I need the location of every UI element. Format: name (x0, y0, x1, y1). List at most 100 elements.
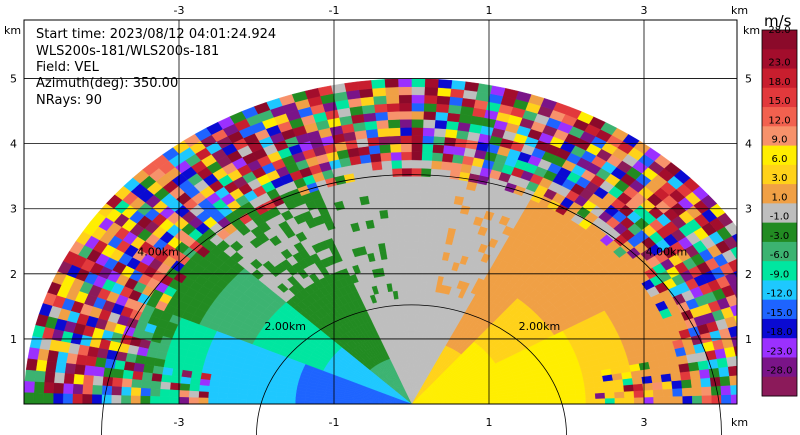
velocity-cell (575, 393, 587, 400)
velocity-cell (731, 232, 737, 244)
velocity-cell (376, 193, 387, 203)
velocity-cell (662, 388, 674, 397)
velocity-cell (404, 232, 412, 242)
velocity-cell (275, 391, 287, 397)
velocity-cell (424, 86, 439, 96)
x-tick-label-bottom: 1 (486, 416, 493, 429)
velocity-cell (442, 144, 455, 155)
velocity-cell (411, 346, 415, 356)
velocity-cell (623, 390, 635, 399)
velocity-cell (401, 159, 412, 169)
x-axis-bottom: -3 -1 1 3 (174, 416, 648, 429)
velocity-cell (387, 119, 401, 129)
velocity-cell (749, 373, 760, 384)
colorbar-tick-label: 6.0 (772, 154, 788, 165)
velocity-cell (624, 397, 635, 404)
y-tick-label-left: 3 (10, 203, 17, 216)
velocity-cell (33, 392, 44, 404)
velocity-cell (375, 119, 389, 130)
velocity-cell (142, 364, 155, 374)
velocity-cell (256, 394, 267, 400)
velocity-cell (546, 399, 558, 404)
velocity-cell (733, 270, 737, 279)
velocity-cell (745, 251, 760, 265)
x-unit-top: km (731, 4, 748, 17)
velocity-cell (729, 304, 737, 317)
velocity-cell (603, 385, 615, 393)
y-tick-label-left: 4 (10, 138, 17, 151)
colorbar-tick-label: -1.0 (770, 212, 790, 223)
velocity-cell (411, 119, 424, 128)
velocity-cell (120, 386, 132, 397)
velocity-cell (434, 111, 449, 122)
velocity-cell (246, 398, 257, 404)
velocity-cell (149, 396, 161, 404)
velocity-cell (33, 381, 45, 394)
velocity-cell (436, 87, 452, 97)
velocity-cell (386, 102, 400, 113)
colorbar-tick-label: 3.0 (772, 173, 788, 184)
velocity-cell (692, 395, 703, 404)
velocity-cell (400, 151, 412, 161)
velocity-cell (613, 385, 625, 393)
velocity-cell (411, 175, 422, 185)
velocity-cell (595, 398, 606, 404)
velocity-cell (447, 178, 459, 188)
velocity-cell (426, 217, 436, 227)
velocity-cell (365, 128, 379, 139)
velocity-cell (454, 187, 467, 198)
velocity-cell (397, 78, 412, 88)
velocity-cell (35, 359, 48, 372)
velocity-cell (369, 152, 382, 163)
velocity-cell (411, 322, 416, 331)
velocity-cell (362, 112, 377, 123)
x-unit-bottom: km (731, 416, 748, 429)
velocity-cell (745, 353, 757, 364)
velocity-cell (368, 144, 381, 155)
velocity-cell (400, 143, 412, 153)
velocity-cell (416, 273, 423, 283)
velocity-cell (436, 95, 451, 105)
velocity-cell (384, 86, 399, 96)
info-azimuth: Azimuth(deg): 350.00 (36, 76, 178, 91)
velocity-cell (359, 154, 372, 164)
velocity-cell (188, 397, 199, 404)
velocity-cell (384, 78, 399, 88)
velocity-cell (149, 388, 161, 397)
velocity-cell (385, 94, 400, 104)
velocity-cell (24, 369, 37, 383)
velocity-cell (730, 335, 737, 347)
x-tick-label-top: 3 (641, 4, 648, 17)
info-field: Field: VEL (36, 60, 100, 75)
velocity-cell (73, 373, 85, 385)
velocity-cell (422, 119, 436, 129)
velocity-cell (151, 373, 163, 383)
velocity-cell (388, 225, 398, 235)
velocity-cell (405, 265, 412, 275)
velocity-cell (443, 136, 457, 147)
velocity-cell (411, 363, 414, 372)
velocity-cell (62, 393, 73, 404)
velocity-cell (404, 241, 412, 250)
y-axis-right: 1 2 3 4 5 (745, 73, 752, 346)
velocity-cell (399, 257, 407, 267)
velocity-cell (423, 94, 438, 104)
velocity-cell (419, 208, 428, 218)
velocity-cell (415, 281, 422, 291)
velocity-cell (421, 159, 433, 169)
velocity-cell (121, 378, 133, 388)
velocity-cell (81, 394, 93, 404)
velocity-cell (423, 111, 437, 121)
velocity-cell (411, 241, 419, 250)
velocity-cell (388, 135, 401, 145)
velocity-cell (733, 345, 737, 357)
velocity-cell (446, 186, 458, 196)
velocity-cell (370, 79, 386, 89)
velocity-cell (199, 378, 211, 387)
y-tick-label-left: 2 (10, 268, 17, 281)
velocity-cell (92, 375, 104, 387)
velocity-cell (390, 151, 402, 161)
velocity-cell (159, 396, 170, 404)
velocity-cell (123, 361, 136, 372)
